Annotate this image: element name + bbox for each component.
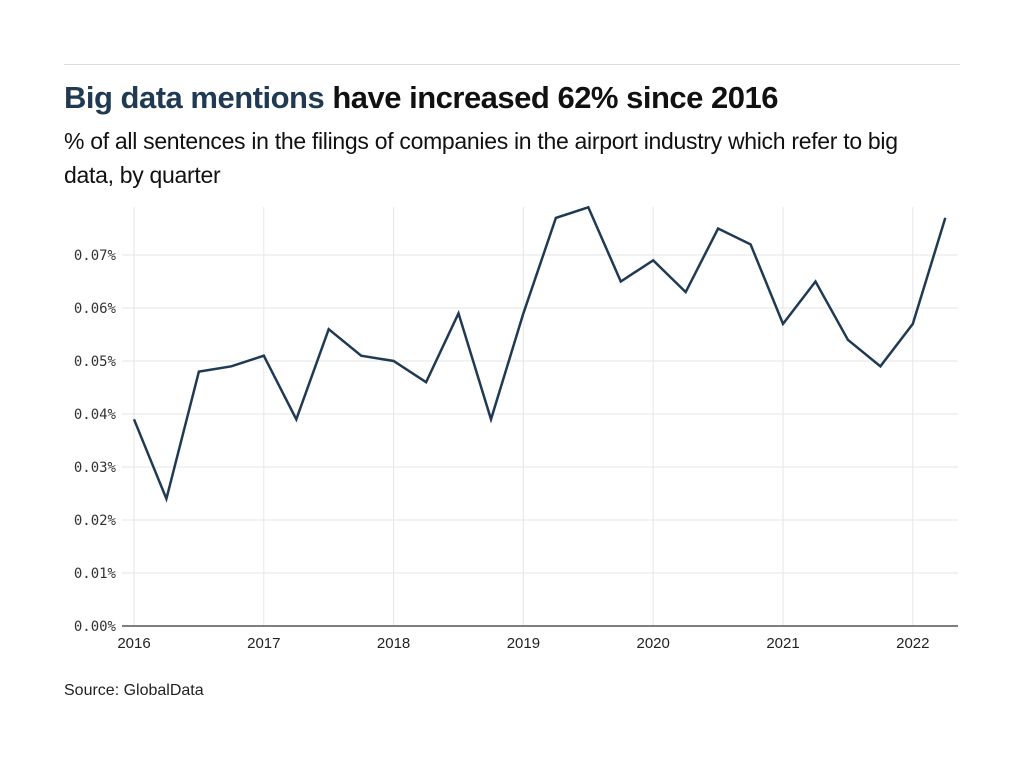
x-axis-labels: 2016 2017 2018 2019 2020 2021 2022 bbox=[117, 635, 929, 652]
chart-title: Big data mentions have increased 62% sin… bbox=[64, 80, 778, 116]
y-tick-label: 0.07% bbox=[74, 248, 117, 264]
x-tick-label: 2018 bbox=[377, 635, 410, 652]
y-gridlines bbox=[122, 254, 958, 574]
y-tick-label: 0.00% bbox=[74, 619, 117, 635]
x-tick-label: 2016 bbox=[117, 635, 150, 652]
chart-subtitle: % of all sentences in the filings of com… bbox=[64, 128, 898, 188]
y-axis-labels: 0.00% 0.01% 0.02% 0.03% 0.04% 0.05% 0.06% 0.07% bbox=[74, 248, 117, 635]
y-tick-label: 0.05% bbox=[74, 354, 117, 370]
x-tick-label: 2017 bbox=[247, 635, 280, 652]
x-gridlines bbox=[133, 207, 914, 626]
series-line bbox=[132, 205, 947, 503]
y-tick-label: 0.06% bbox=[74, 301, 117, 317]
source-note: Source: GlobalData bbox=[64, 682, 204, 699]
data-points bbox=[134, 207, 945, 499]
top-divider bbox=[64, 64, 960, 65]
x-tick-label: 2022 bbox=[896, 635, 929, 652]
y-tick-label: 0.02% bbox=[74, 513, 117, 529]
x-tick-label: 2020 bbox=[637, 635, 670, 652]
y-tick-label: 0.01% bbox=[74, 566, 117, 582]
y-tick-label: 0.04% bbox=[74, 407, 117, 423]
title-rest: have increased 62% since 2016 bbox=[324, 80, 778, 115]
title-highlight: Big data mentions bbox=[64, 80, 325, 115]
y-tick-label: 0.03% bbox=[74, 460, 117, 476]
x-tick-label: 2019 bbox=[507, 635, 540, 652]
x-tick-label: 2021 bbox=[766, 635, 799, 652]
